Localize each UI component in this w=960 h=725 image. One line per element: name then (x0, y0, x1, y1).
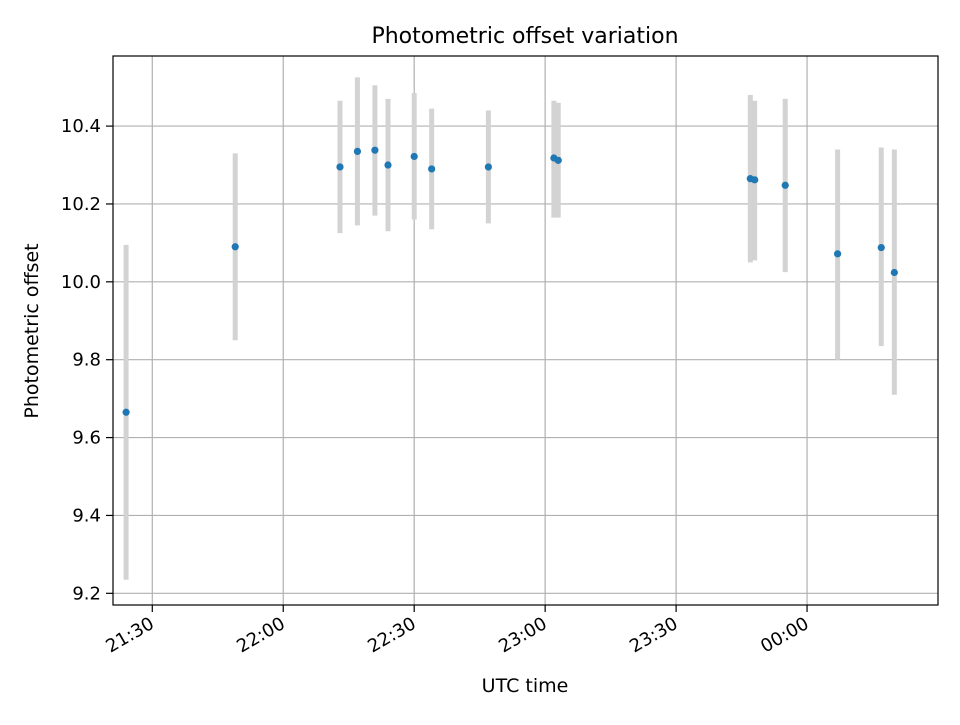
data-point (336, 163, 344, 171)
x-tick-label: 00:00 (757, 613, 812, 657)
y-tick-label: 9.2 (72, 583, 101, 604)
y-tick-label: 9.6 (72, 428, 101, 449)
y-tick-label: 10.0 (61, 272, 101, 293)
data-point (428, 165, 436, 173)
x-tick-label: 22:30 (364, 613, 419, 657)
y-tick-label: 9.4 (72, 505, 101, 526)
data-point-layer (122, 146, 898, 416)
error-bar-layer (123, 77, 897, 580)
data-point (410, 152, 418, 161)
data-point (554, 156, 562, 164)
x-tick-label: 22:00 (233, 613, 288, 657)
data-point (834, 250, 842, 258)
data-point (122, 408, 130, 416)
grid-layer (113, 56, 938, 605)
x-tick-label: 23:00 (495, 613, 550, 657)
data-point (484, 163, 492, 171)
y-axis-label: Photometric offset (21, 243, 43, 418)
x-tick-label: 21:30 (102, 613, 157, 657)
data-point (877, 243, 885, 252)
data-point (781, 181, 789, 189)
tick-layer: 21:30 22:00 22:30 23:00 23:30 00:00 9.2 9.4 9.6 9… (61, 116, 813, 657)
chart-title: Photometric offset variation (371, 24, 678, 49)
data-point (751, 176, 759, 184)
y-tick-label: 10.4 (61, 116, 101, 137)
x-axis-label: UTC time (482, 675, 569, 697)
y-tick-label: 9.8 (72, 350, 101, 371)
data-point (371, 146, 379, 154)
axes-frame (112, 55, 939, 606)
data-point (384, 161, 392, 169)
y-tick-label: 10.2 (61, 194, 101, 215)
data-point (353, 147, 362, 155)
x-tick-label: 23:30 (626, 613, 681, 657)
data-point (231, 243, 239, 251)
data-point (890, 268, 898, 277)
